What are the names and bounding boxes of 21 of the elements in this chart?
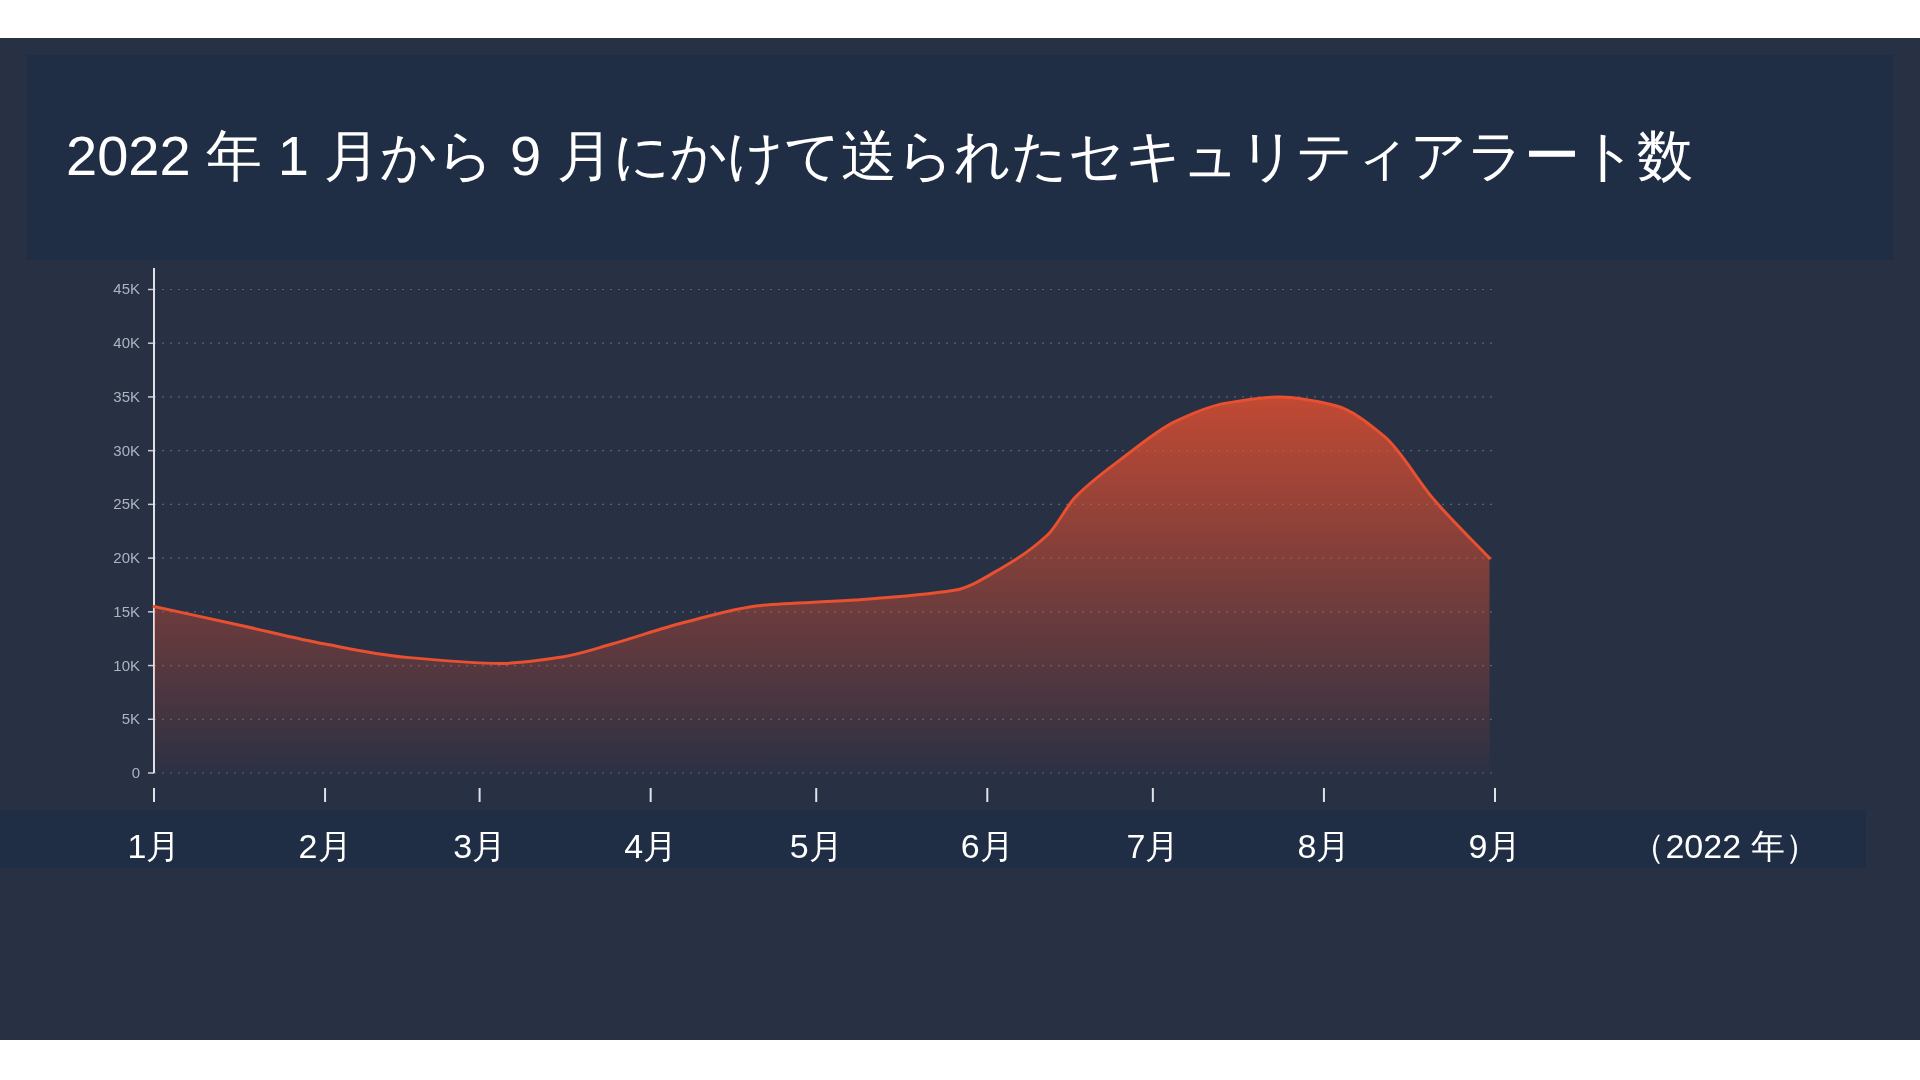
y-tick-label: 35K [113,387,140,405]
y-tick-label: 25K [113,495,140,513]
y-tick-label: 5K [121,710,140,728]
x-tick-label: 6月 [960,827,1014,865]
x-tick-label: 3月 [453,827,507,865]
x-tick-label: 4月 [624,827,678,865]
x-tick-label: 7月 [1126,827,1180,865]
x-tick-label: 5月 [789,827,843,865]
y-tick-label: 0 [131,764,140,781]
y-tick-label: 20K [113,549,140,567]
chart-title: 2022 年 1 月から 9 月にかけて送られたセキュリティアラート数 [66,124,1693,187]
x-tick-label: 2月 [298,827,352,865]
x-tick-label: 1月 [127,827,181,865]
y-tick-label: 40K [113,334,140,352]
text: （2022 年） [1631,827,1819,865]
y-tick-label: 45K [113,280,140,298]
y-tick-label: 15K [113,602,140,620]
x-tick-label: 8月 [1297,827,1351,865]
x-tick-label: 9月 [1468,827,1522,865]
y-tick-label: 30K [113,441,140,459]
y-tick-label: 10K [113,656,140,674]
